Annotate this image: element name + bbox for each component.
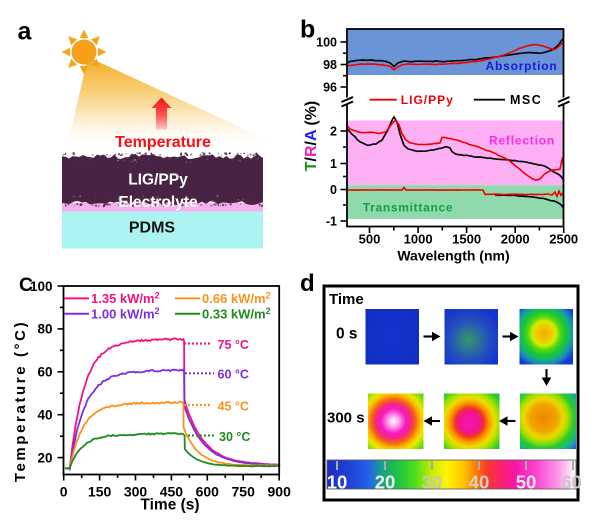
svg-text:1500: 1500 — [452, 232, 481, 247]
svg-text:T/R/A (%): T/R/A (%) — [303, 101, 320, 172]
svg-text:2: 2 — [330, 124, 337, 138]
svg-text:d: d — [300, 270, 315, 297]
svg-text:60: 60 — [561, 472, 582, 493]
svg-text:1.00 kW/m2: 1.00 kW/m2 — [91, 306, 160, 322]
svg-text:500: 500 — [359, 232, 381, 247]
svg-text:Absorption: Absorption — [486, 59, 558, 73]
svg-text:45 °C: 45 °C — [218, 399, 249, 413]
svg-text:75 °C: 75 °C — [218, 338, 249, 352]
svg-text:600: 600 — [196, 484, 220, 500]
svg-text:100: 100 — [30, 279, 53, 294]
svg-text:-1: -1 — [326, 214, 337, 228]
svg-text:450: 450 — [160, 484, 184, 500]
svg-text:Reflection: Reflection — [489, 134, 555, 148]
svg-text:900: 900 — [268, 484, 292, 500]
svg-text:750: 750 — [232, 484, 256, 500]
svg-text:Temperature (°C): Temperature (°C) — [12, 320, 29, 482]
svg-text:300 s: 300 s — [327, 410, 365, 427]
svg-text:1.35 kW/m2: 1.35 kW/m2 — [91, 291, 160, 307]
svg-text:2500: 2500 — [549, 232, 578, 247]
svg-text:PDMS: PDMS — [129, 220, 176, 237]
svg-text:Wavelength (nm): Wavelength (nm) — [397, 248, 509, 264]
svg-text:0: 0 — [60, 484, 68, 500]
svg-text:300: 300 — [124, 484, 148, 500]
svg-text:20: 20 — [375, 472, 396, 493]
svg-text:40: 40 — [37, 408, 52, 423]
svg-text:MSC: MSC — [510, 93, 542, 107]
svg-text:Time: Time — [329, 291, 364, 308]
svg-text:96: 96 — [323, 80, 337, 94]
svg-text:2000: 2000 — [501, 232, 530, 247]
svg-text:C: C — [19, 274, 33, 296]
svg-text:1: 1 — [330, 157, 337, 171]
svg-text:0.33 kW/m2: 0.33 kW/m2 — [202, 306, 271, 322]
svg-text:a: a — [18, 17, 33, 45]
svg-text:Time (s): Time (s) — [140, 497, 199, 514]
svg-text:98: 98 — [323, 58, 337, 72]
svg-text:20: 20 — [37, 450, 52, 465]
svg-text:Temperature: Temperature — [115, 134, 211, 151]
svg-text:50: 50 — [516, 472, 537, 493]
svg-text:60 °C: 60 °C — [218, 368, 249, 382]
svg-text:0.66 kW/m2: 0.66 kW/m2 — [202, 291, 271, 307]
svg-text:30: 30 — [422, 472, 443, 493]
svg-text:LIG/PPy: LIG/PPy — [128, 172, 188, 189]
svg-text:b: b — [300, 15, 315, 43]
svg-text:Electrolyte: Electrolyte — [118, 194, 198, 211]
svg-text:40: 40 — [469, 472, 490, 493]
svg-text:150: 150 — [88, 484, 112, 500]
svg-text:80: 80 — [37, 322, 52, 337]
svg-text:LIG/PPy: LIG/PPy — [401, 93, 454, 107]
svg-text:30 °C: 30 °C — [219, 430, 250, 444]
svg-text:10: 10 — [327, 472, 348, 493]
svg-text:Transmittance: Transmittance — [363, 201, 453, 215]
svg-text:0 s: 0 s — [336, 326, 358, 343]
svg-text:100: 100 — [316, 35, 337, 49]
svg-text:1000: 1000 — [404, 232, 433, 247]
svg-text:0: 0 — [330, 183, 337, 197]
svg-text:60: 60 — [37, 365, 52, 380]
